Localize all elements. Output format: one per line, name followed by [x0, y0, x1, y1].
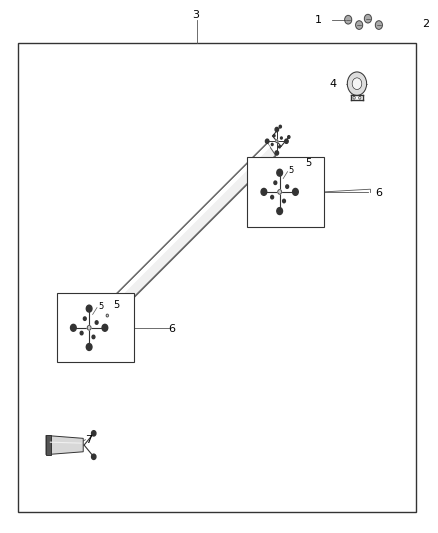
Circle shape [102, 325, 108, 331]
Circle shape [275, 127, 279, 132]
Polygon shape [46, 435, 83, 455]
Circle shape [104, 309, 106, 311]
Circle shape [274, 181, 277, 184]
Text: 6: 6 [168, 325, 175, 334]
Bar [18, 43, 416, 512]
Circle shape [83, 317, 86, 320]
Circle shape [279, 146, 280, 148]
Circle shape [92, 431, 96, 436]
Circle shape [273, 135, 275, 137]
Circle shape [86, 344, 92, 350]
Circle shape [106, 325, 109, 329]
Polygon shape [108, 143, 270, 307]
Circle shape [347, 72, 367, 95]
Circle shape [261, 189, 267, 195]
Circle shape [283, 199, 286, 203]
Bar [57, 293, 134, 362]
Circle shape [272, 143, 273, 146]
Circle shape [86, 305, 92, 312]
Circle shape [109, 320, 111, 322]
Circle shape [277, 208, 283, 214]
Circle shape [103, 329, 105, 332]
Circle shape [95, 321, 98, 324]
Circle shape [102, 318, 104, 320]
Text: 4: 4 [329, 79, 336, 88]
Circle shape [375, 21, 382, 29]
Circle shape [293, 189, 298, 195]
Circle shape [286, 185, 289, 188]
Text: 1: 1 [314, 15, 321, 25]
Circle shape [71, 325, 76, 331]
Bar [247, 157, 324, 227]
Circle shape [276, 140, 278, 143]
Circle shape [288, 136, 290, 139]
Circle shape [345, 15, 352, 24]
Text: 3: 3 [192, 10, 199, 20]
Circle shape [111, 311, 113, 313]
Circle shape [106, 302, 109, 306]
Text: 5: 5 [113, 300, 119, 310]
Circle shape [275, 151, 279, 155]
Polygon shape [108, 143, 276, 315]
Text: 5: 5 [288, 166, 293, 175]
Circle shape [80, 332, 83, 335]
Circle shape [364, 14, 371, 23]
Text: 5: 5 [306, 158, 312, 167]
Circle shape [352, 78, 362, 90]
Circle shape [271, 196, 274, 199]
Circle shape [356, 21, 363, 29]
Circle shape [285, 139, 288, 143]
Circle shape [92, 335, 95, 338]
Circle shape [96, 313, 99, 318]
Text: 2: 2 [422, 19, 429, 29]
Circle shape [265, 139, 269, 143]
Polygon shape [46, 435, 51, 455]
Circle shape [87, 326, 91, 330]
Circle shape [115, 313, 119, 318]
Circle shape [278, 190, 282, 194]
Circle shape [277, 169, 283, 176]
Circle shape [279, 125, 281, 128]
Circle shape [94, 318, 96, 321]
Circle shape [106, 314, 109, 317]
Text: 5: 5 [98, 302, 103, 311]
Text: 7: 7 [85, 435, 92, 445]
Circle shape [92, 454, 96, 459]
Circle shape [280, 137, 282, 139]
Text: 6: 6 [375, 188, 382, 198]
